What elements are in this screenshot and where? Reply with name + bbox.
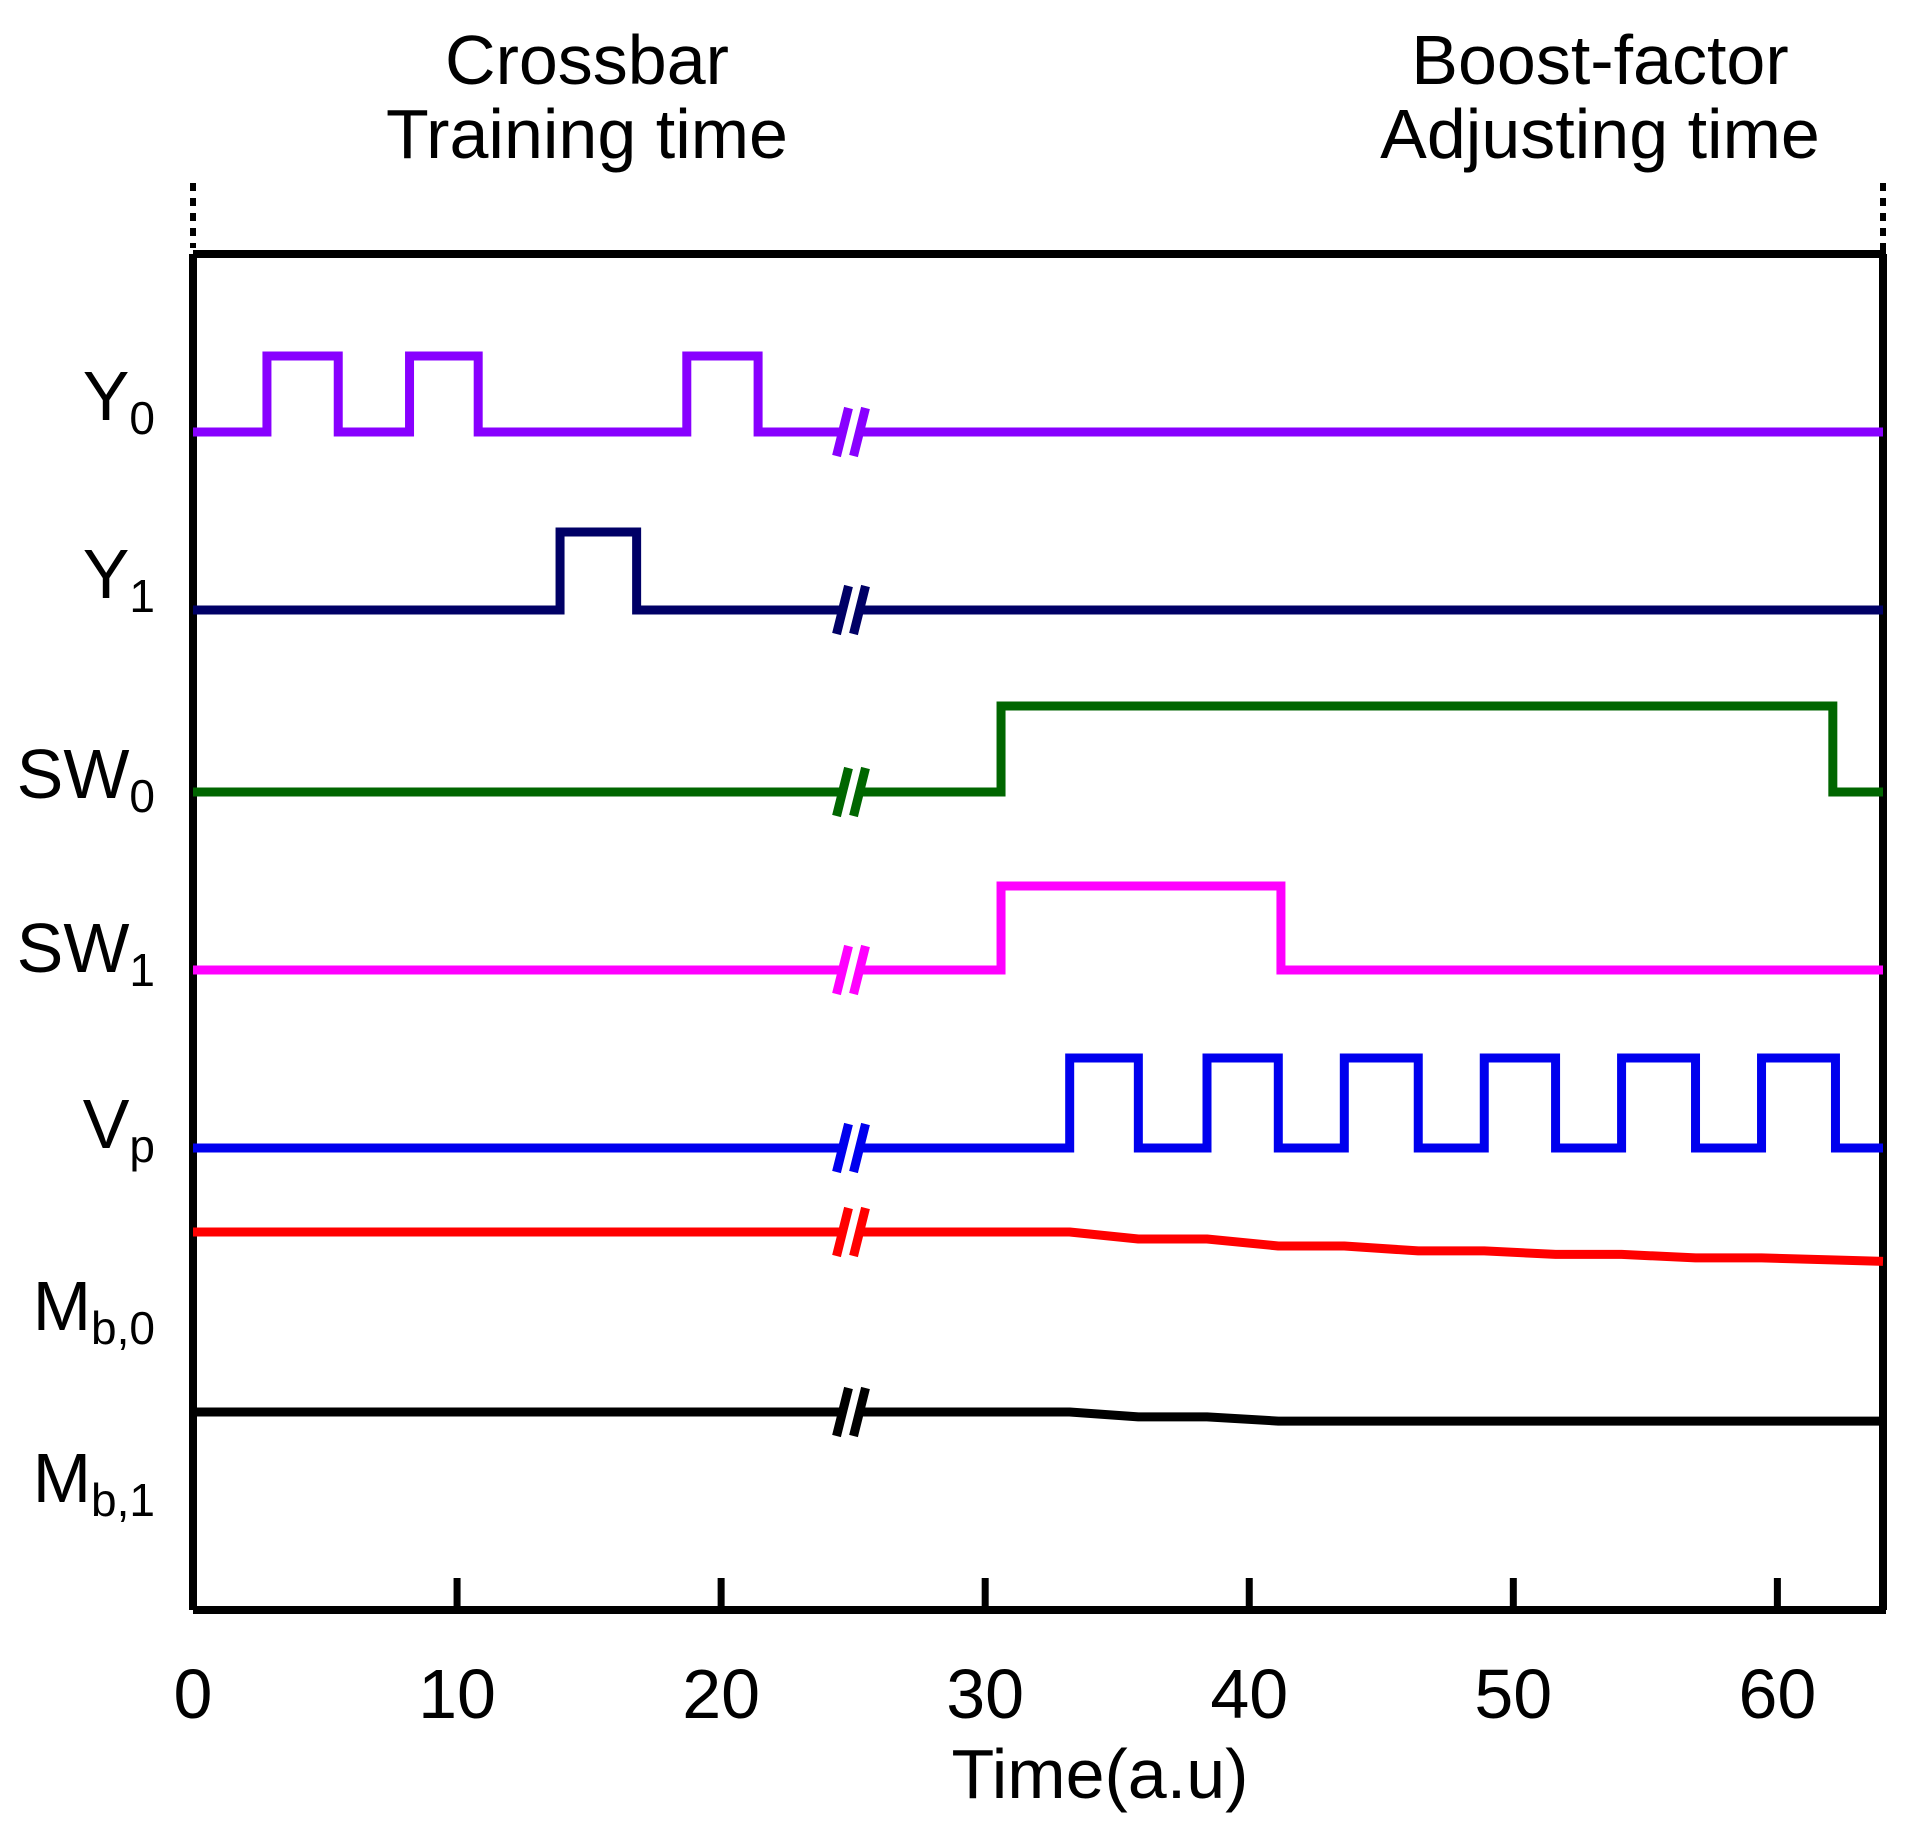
signal-label-y0-sub: 0 xyxy=(129,392,155,444)
header-left-line2: Training time xyxy=(386,95,788,173)
axis-break-y0 xyxy=(832,406,870,458)
signal-label-mb0: Mb,0 xyxy=(33,1267,155,1354)
axis-break-slash-1 xyxy=(832,584,853,636)
signal-trace-vp xyxy=(193,1053,1883,1153)
signal-label-vp-main: V xyxy=(83,1085,130,1163)
x-tick-label-20: 20 xyxy=(682,1655,760,1733)
signal-label-y1-sub: 1 xyxy=(129,570,155,622)
axis-break-mb1 xyxy=(832,1386,870,1438)
signal-sw0: SW0 xyxy=(17,701,1883,822)
signal-label-mb1-main: M xyxy=(33,1439,91,1517)
signal-label-vp-sub: p xyxy=(129,1120,155,1172)
signal-trace-mb1 xyxy=(193,1407,1883,1426)
signal-trace-sw0 xyxy=(193,701,1883,797)
axis-break-vp xyxy=(832,1122,870,1174)
axis-break-slash-2 xyxy=(849,1206,870,1258)
axis-break-slash-2 xyxy=(849,1386,870,1438)
x-tick-label-50: 50 xyxy=(1474,1655,1552,1733)
signal-label-sw1: SW1 xyxy=(17,909,155,996)
axis-break-sw0 xyxy=(832,766,870,818)
signal-label-y0: Y0 xyxy=(83,357,155,444)
signal-label-mb1-sub: b,1 xyxy=(91,1474,155,1526)
signal-label-mb0-main: M xyxy=(33,1267,91,1345)
header-right-line2: Adjusting time xyxy=(1380,95,1820,173)
axis-break-slash-2 xyxy=(849,944,870,996)
signal-label-sw0: SW0 xyxy=(17,735,155,822)
axis-break-mb0 xyxy=(832,1206,870,1258)
signal-label-sw1-main: SW xyxy=(17,909,130,987)
signal-trace-mb0 xyxy=(193,1227,1884,1266)
header-left-line1: Crossbar xyxy=(445,21,729,99)
signal-label-mb0-sub: b,0 xyxy=(91,1302,155,1354)
signal-label-sw0-main: SW xyxy=(17,735,130,813)
signal-trace-sw1 xyxy=(193,881,1883,975)
x-axis-label: Time(a.u) xyxy=(952,1735,1249,1813)
signal-label-y0-main: Y xyxy=(83,357,130,435)
signal-label-sw0-sub: 0 xyxy=(129,770,155,822)
axis-break-slash-2 xyxy=(849,1122,870,1174)
axis-break-slash-1 xyxy=(832,1122,853,1174)
signal-label-y1-main: Y xyxy=(83,535,130,613)
header-right-line1: Boost-factor xyxy=(1411,21,1788,99)
signal-label-mb1: Mb,1 xyxy=(33,1439,155,1526)
axis-break-slash-2 xyxy=(849,584,870,636)
signal-label-vp: Vp xyxy=(83,1085,155,1172)
signal-sw1: SW1 xyxy=(17,881,1883,996)
signal-mb1: Mb,1 xyxy=(33,1386,1883,1526)
axis-break-slash-2 xyxy=(849,406,870,458)
signal-label-y1: Y1 xyxy=(83,535,155,622)
x-tick-label-10: 10 xyxy=(418,1655,496,1733)
axis-break-y1 xyxy=(832,584,870,636)
axis-break-slash-1 xyxy=(832,1386,853,1438)
signal-y1: Y1 xyxy=(83,527,1883,636)
signal-trace-y0 xyxy=(193,351,1883,437)
x-axis-ticks: 0 10 20 30 40 50 60 xyxy=(174,1578,1816,1733)
x-tick-label-30: 30 xyxy=(946,1655,1024,1733)
axis-break-slash-1 xyxy=(832,944,853,996)
x-tick-label-40: 40 xyxy=(1210,1655,1288,1733)
x-tick-label-60: 60 xyxy=(1738,1655,1816,1733)
axis-break-slash-1 xyxy=(832,1206,853,1258)
signal-trace-y1 xyxy=(193,527,1883,615)
x-tick-label-0: 0 xyxy=(174,1655,213,1733)
axis-break-slash-1 xyxy=(832,766,853,818)
signal-label-sw1-sub: 1 xyxy=(129,944,155,996)
axis-break-slash-1 xyxy=(832,406,853,458)
signal-vp: Vp xyxy=(83,1053,1883,1174)
axis-break-sw1 xyxy=(832,944,870,996)
axis-break-slash-2 xyxy=(849,766,870,818)
signal-y0: Y0 xyxy=(83,351,1883,458)
signal-mb0: Mb,0 xyxy=(33,1206,1884,1354)
